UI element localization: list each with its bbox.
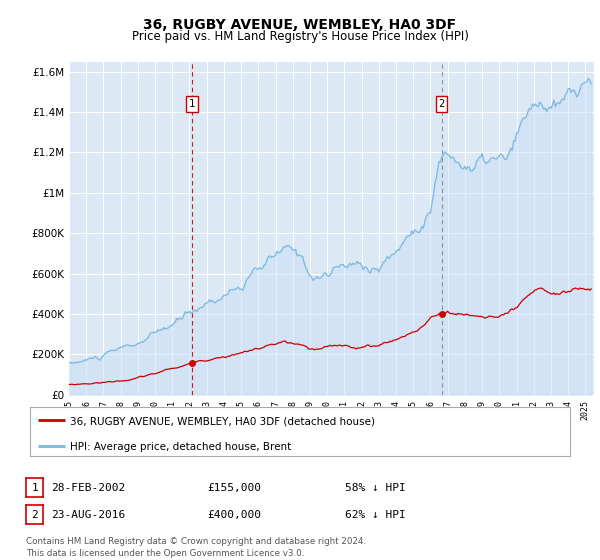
Text: 36, RUGBY AVENUE, WEMBLEY, HA0 3DF (detached house): 36, RUGBY AVENUE, WEMBLEY, HA0 3DF (deta… bbox=[71, 417, 376, 427]
Text: 28-FEB-2002: 28-FEB-2002 bbox=[51, 483, 125, 493]
Text: £400,000: £400,000 bbox=[207, 510, 261, 520]
Text: 1: 1 bbox=[31, 483, 38, 493]
Text: 2: 2 bbox=[31, 510, 38, 520]
Text: 62% ↓ HPI: 62% ↓ HPI bbox=[345, 510, 406, 520]
Text: 36, RUGBY AVENUE, WEMBLEY, HA0 3DF: 36, RUGBY AVENUE, WEMBLEY, HA0 3DF bbox=[143, 18, 457, 32]
Text: 58% ↓ HPI: 58% ↓ HPI bbox=[345, 483, 406, 493]
Text: Contains HM Land Registry data © Crown copyright and database right 2024.
This d: Contains HM Land Registry data © Crown c… bbox=[26, 537, 367, 558]
Text: HPI: Average price, detached house, Brent: HPI: Average price, detached house, Bren… bbox=[71, 442, 292, 452]
Text: 2: 2 bbox=[439, 99, 445, 109]
Text: Price paid vs. HM Land Registry's House Price Index (HPI): Price paid vs. HM Land Registry's House … bbox=[131, 30, 469, 43]
Text: 23-AUG-2016: 23-AUG-2016 bbox=[51, 510, 125, 520]
Text: £155,000: £155,000 bbox=[207, 483, 261, 493]
Text: 1: 1 bbox=[189, 99, 195, 109]
